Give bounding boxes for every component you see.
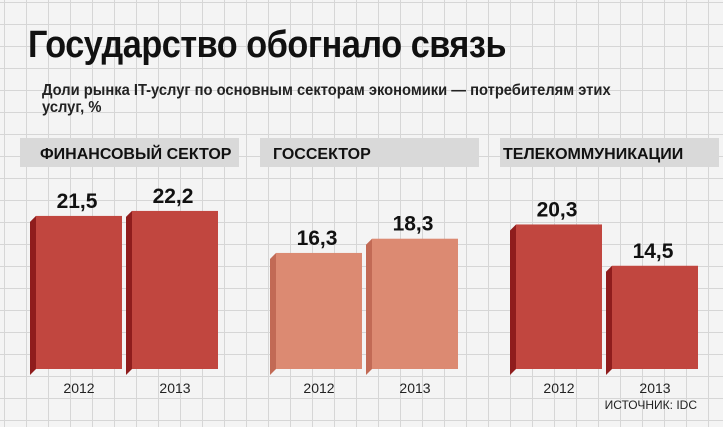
bar-госсектор-2012 [276,252,362,369]
category-label-2: ГОССЕКТОР [273,146,371,163]
category-band-1 [20,138,239,167]
chart-title: Государство обогнало связь [28,24,507,66]
bar-side-1-2012 [30,215,36,375]
value-label-2-2013: 18,3 [393,213,434,236]
source-note: ИСТОЧНИК: IDC [604,398,697,412]
bar-side-2-2012 [270,252,276,375]
year-label-2-2012: 2012 [303,380,334,396]
category-label-1: ФИНАНСОВЫЙ СЕКТОР [40,144,232,163]
value-label-1-2013: 22,2 [153,185,194,208]
bar-side-1-2013 [126,210,132,375]
year-label-3-2012: 2012 [543,380,574,396]
chart-subtitle: Доли рынка IT-услуг по основным секторам… [42,82,611,116]
bar-side-3-2012 [510,224,516,375]
bar-side-2-2013 [366,238,372,375]
value-label-2-2012: 16,3 [297,227,338,250]
bar-госсектор-2013 [372,238,458,369]
year-label-1-2012: 2012 [63,380,94,396]
category-band-2 [260,138,479,167]
value-label-1-2012: 21,5 [57,190,98,213]
category-band-3 [500,138,719,167]
bar-телекоммуникации-2013 [612,265,698,369]
bar-телекоммуникации-2012 [516,224,602,369]
year-label-3-2013: 2013 [639,380,670,396]
bar-финансовый-сектор-2012 [36,215,122,369]
year-label-1-2013: 2013 [159,380,190,396]
bar-side-3-2013 [606,265,612,375]
value-label-3-2013: 14,5 [633,240,674,263]
bar-финансовый-сектор-2013 [132,210,218,369]
category-label-3: ТЕЛЕКОММУНИКАЦИИ [503,146,683,163]
year-label-2-2013: 2013 [399,380,430,396]
value-label-3-2012: 20,3 [537,198,578,221]
